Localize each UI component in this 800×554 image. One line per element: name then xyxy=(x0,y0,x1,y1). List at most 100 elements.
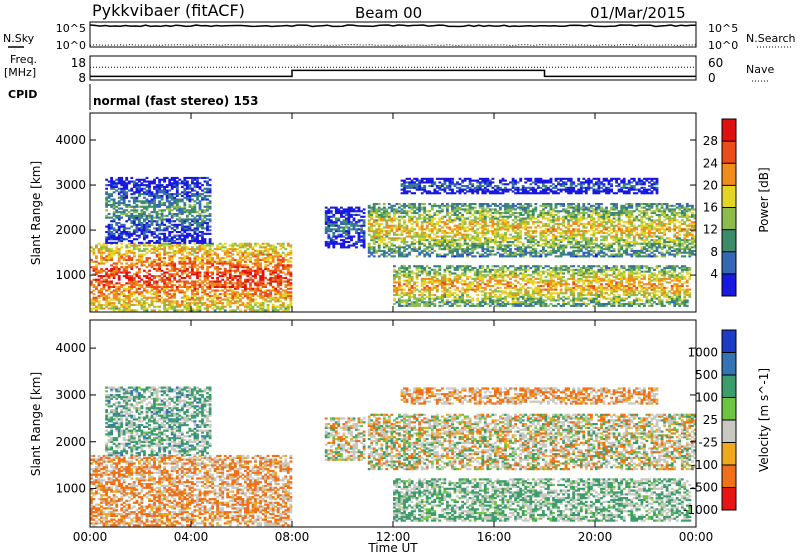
power-echo-cell xyxy=(269,276,273,279)
power-echo-cell xyxy=(600,235,603,238)
power-echo-cell xyxy=(274,275,278,278)
power-echo-cell xyxy=(125,232,129,235)
power-echo-cell xyxy=(574,217,578,220)
power-echo-cell xyxy=(461,228,464,231)
power-echo-cell xyxy=(180,207,184,210)
power-echo-cell xyxy=(572,222,576,225)
power-echo-cell xyxy=(367,213,371,216)
power-echo-cell xyxy=(138,184,141,187)
power-echo-cell xyxy=(125,287,129,290)
power-echo-cell xyxy=(105,296,108,299)
power-echo-cell xyxy=(327,208,331,211)
power-echo-cell xyxy=(405,210,409,213)
power-echo-cell xyxy=(345,237,348,240)
power-echo-cell xyxy=(183,207,187,210)
power-echo-cell xyxy=(476,251,480,254)
power-echo-cell xyxy=(198,278,202,281)
power-echo-cell xyxy=(559,233,563,236)
power-echo-cell xyxy=(375,213,379,216)
power-echo-cell xyxy=(539,230,543,233)
power-echo-cell xyxy=(519,203,522,206)
power-echo-cell xyxy=(458,226,462,229)
power-echo-cell xyxy=(289,293,293,296)
power-echo-cell xyxy=(471,246,475,249)
power-echo-cell xyxy=(271,305,275,308)
power-echo-cell xyxy=(413,204,416,207)
power-echo-cell xyxy=(155,213,159,216)
power-echo-cell xyxy=(125,214,129,217)
power-echo-cell xyxy=(216,257,219,260)
power-echo-cell xyxy=(168,285,172,288)
power-echo-cell xyxy=(274,253,278,256)
power-echo-cell xyxy=(327,237,331,240)
power-echo-cell xyxy=(153,232,156,235)
power-echo-cell xyxy=(286,309,290,312)
power-echo-cell xyxy=(231,309,235,312)
power-echo-cell xyxy=(398,253,401,256)
power-echo-cell xyxy=(562,208,565,211)
power-echo-cell xyxy=(233,302,237,305)
power-echo-cell xyxy=(428,244,432,247)
power-echo-cell xyxy=(408,210,411,213)
power-echo-cell xyxy=(372,206,376,209)
power-echo-cell xyxy=(211,280,214,283)
power-echo-cell xyxy=(206,249,209,252)
power-echo-cell xyxy=(168,232,172,235)
power-echo-cell xyxy=(478,253,482,256)
power-echo-cell xyxy=(140,291,144,294)
power-echo-cell xyxy=(231,257,235,260)
power-echo-cell xyxy=(188,307,192,310)
power-echo-cell xyxy=(216,269,219,272)
power-echo-cell xyxy=(261,307,265,310)
power-echo-cell xyxy=(458,222,462,225)
power-echo-cell xyxy=(542,230,545,233)
power-echo-cell xyxy=(228,258,232,261)
power-echo-cell xyxy=(170,246,174,249)
power-echo-cell xyxy=(143,260,146,263)
power-echo-cell xyxy=(186,229,189,232)
power-echo-cell xyxy=(228,248,232,251)
power-echo-cell xyxy=(155,191,159,194)
power-echo-cell xyxy=(233,248,237,251)
power-echo-cell xyxy=(458,215,462,218)
power-echo-cell xyxy=(130,293,134,296)
power-echo-cell xyxy=(249,307,252,310)
power-echo-cell xyxy=(413,239,416,242)
power-echo-cell xyxy=(289,305,293,308)
power-echo-cell xyxy=(206,271,209,274)
power-echo-cell xyxy=(524,219,528,222)
power-echo-cell xyxy=(216,289,219,292)
power-echo-cell xyxy=(549,215,553,218)
power-echo-cell xyxy=(150,293,154,296)
power-echo-cell xyxy=(562,231,565,234)
power-echo-cell xyxy=(117,251,121,254)
power-echo-cell xyxy=(334,222,338,225)
power-echo-cell xyxy=(476,210,480,213)
power-echo-cell xyxy=(170,216,174,219)
power-echo-cell xyxy=(347,231,351,234)
power-echo-cell xyxy=(148,229,151,232)
power-echo-cell xyxy=(231,253,235,256)
power-echo-cell xyxy=(443,235,447,238)
power-echo-cell xyxy=(281,276,285,279)
power-echo-cell xyxy=(231,285,235,288)
power-echo-cell xyxy=(208,287,212,290)
power-echo-cell xyxy=(266,255,270,258)
power-echo-cell xyxy=(441,248,444,251)
power-echo-cell xyxy=(542,224,545,227)
power-echo-cell xyxy=(228,269,232,272)
power-echo-cell xyxy=(107,258,111,261)
power-echo-cell xyxy=(372,248,376,251)
power-echo-cell xyxy=(127,285,131,288)
power-echo-cell xyxy=(105,300,108,303)
power-echo-cell xyxy=(274,293,278,296)
nsky-trace xyxy=(89,24,697,28)
power-echo-cell xyxy=(534,251,538,254)
power-echo-cell xyxy=(105,241,108,244)
power-echo-cell xyxy=(112,213,116,216)
power-echo-cell xyxy=(569,237,573,240)
power-echo-cell xyxy=(183,255,187,258)
power-echo-cell xyxy=(188,198,192,201)
power-echo-cell xyxy=(509,226,512,229)
power-echo-cell xyxy=(370,248,374,251)
